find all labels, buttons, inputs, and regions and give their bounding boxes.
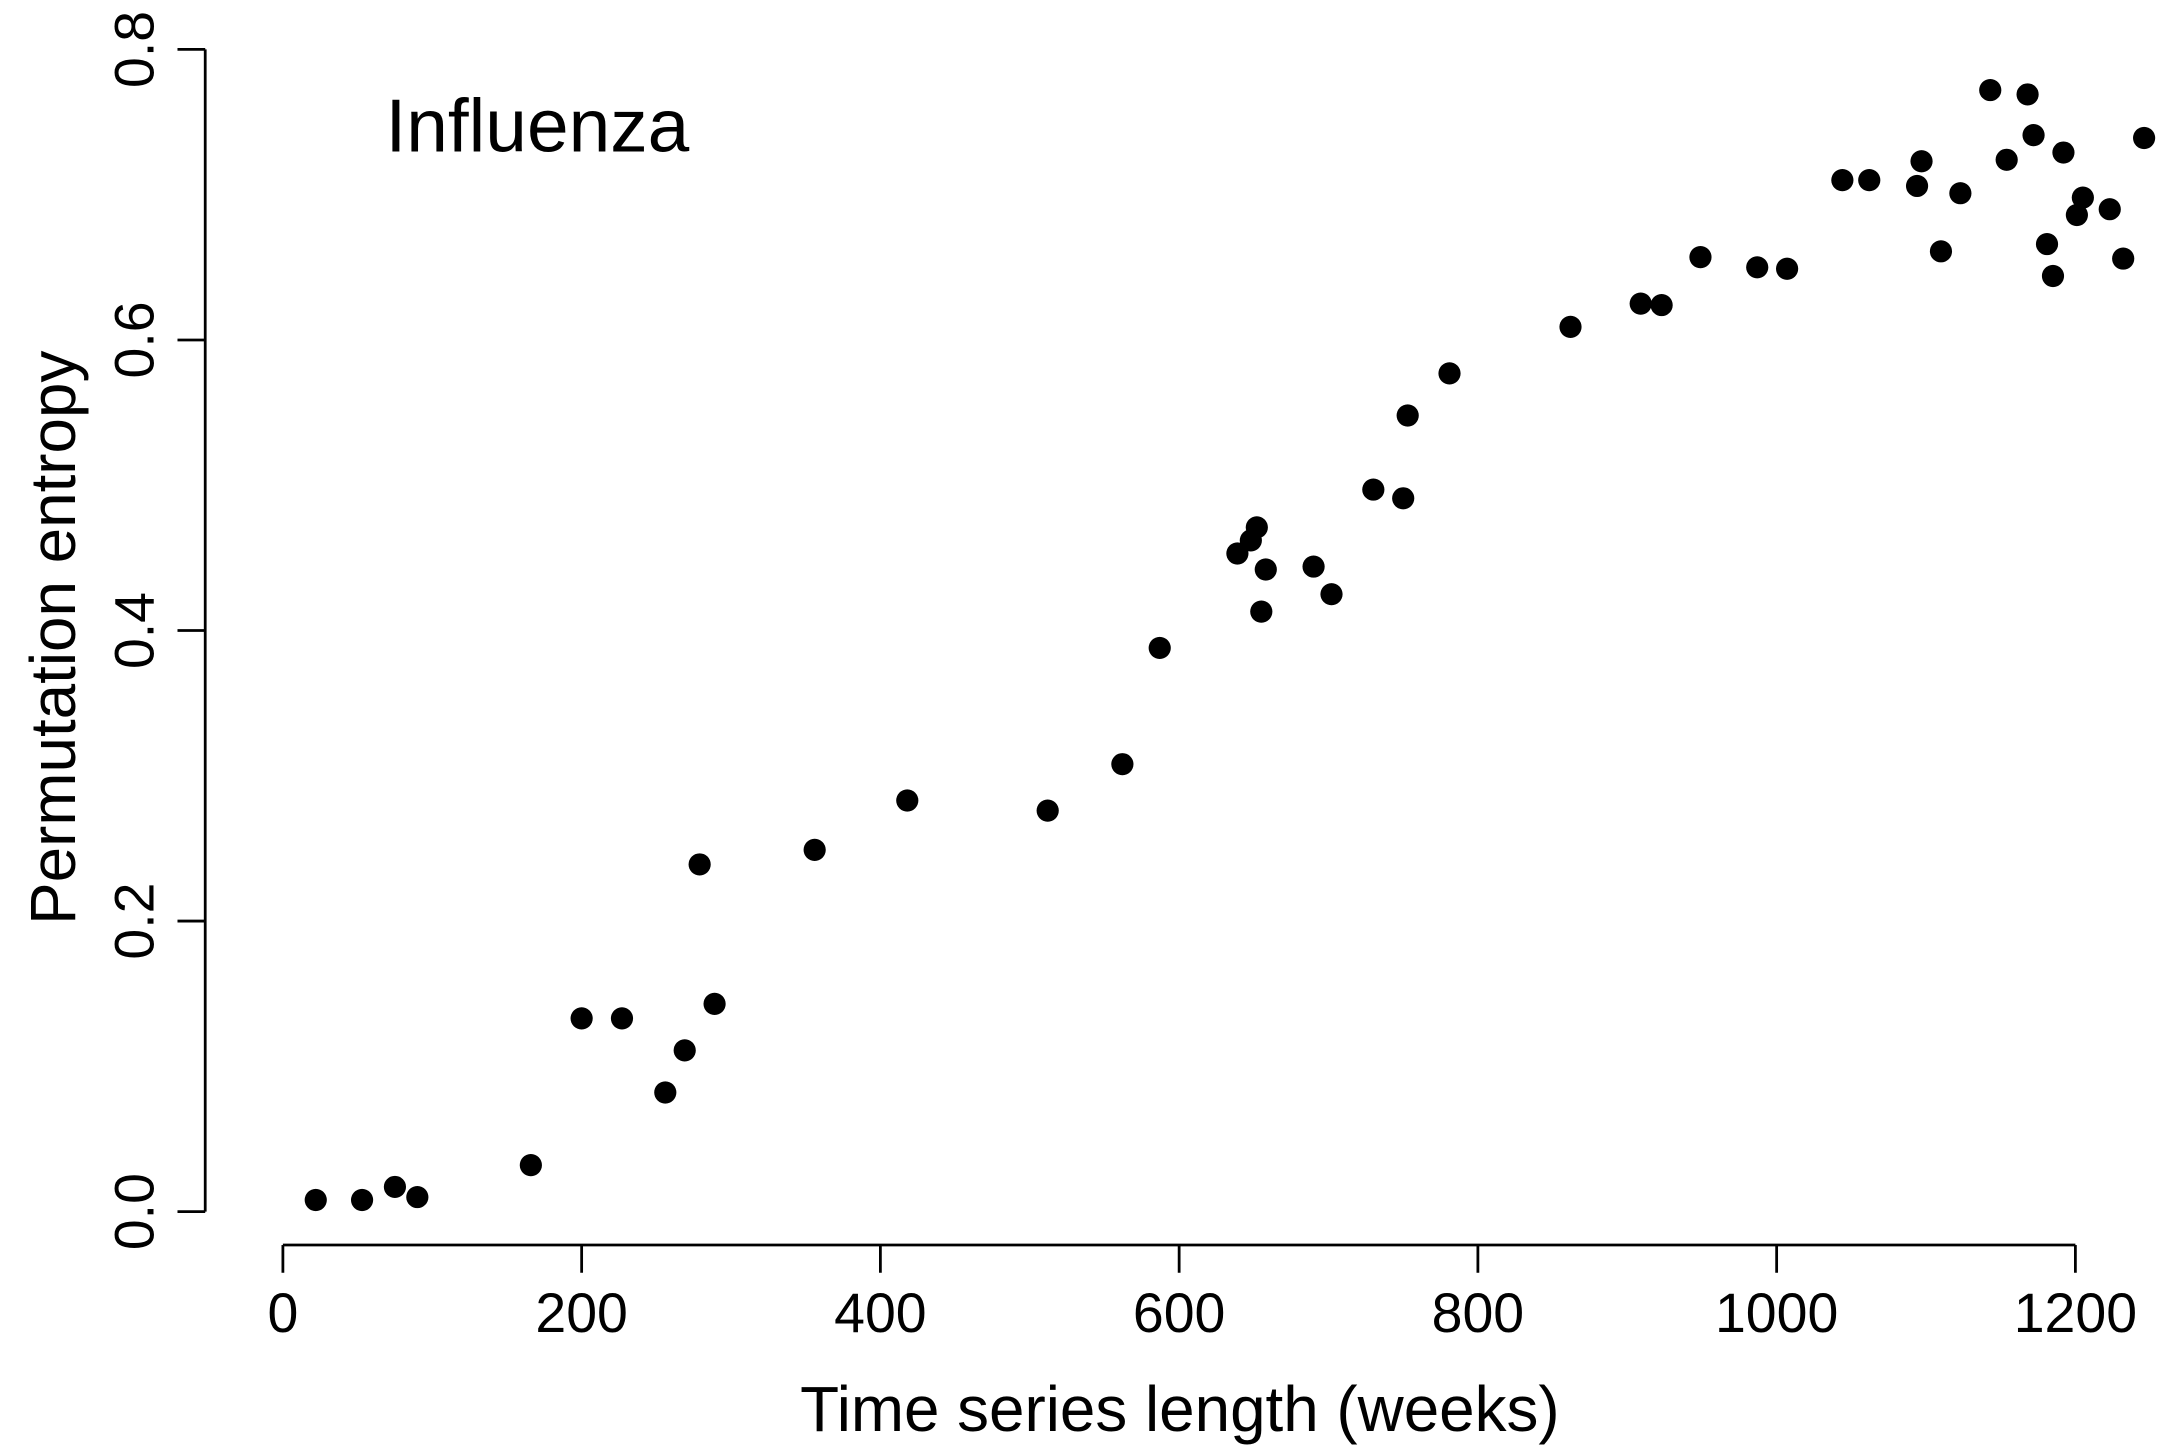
point	[1396, 404, 1419, 427]
point	[1629, 292, 1652, 315]
x-tick-label: 600	[1133, 1282, 1226, 1344]
point	[1362, 478, 1385, 501]
point	[2133, 126, 2156, 150]
point	[1302, 555, 1325, 578]
point	[2041, 264, 2065, 288]
point	[1831, 169, 1854, 192]
point	[2016, 83, 2039, 106]
point	[1320, 583, 1343, 606]
point	[673, 1039, 696, 1062]
point	[1650, 293, 1673, 317]
x-tick-label: 200	[535, 1282, 628, 1344]
point	[654, 1081, 677, 1104]
point	[1254, 558, 1277, 581]
point	[519, 1154, 542, 1177]
point	[1995, 148, 2018, 171]
x-tick-label: 1200	[2014, 1282, 2137, 1344]
point	[350, 1188, 374, 1212]
y-tick-label: 0.6	[103, 301, 165, 378]
point	[1776, 257, 1799, 280]
point	[1949, 182, 1972, 205]
point	[304, 1188, 327, 1212]
point	[688, 853, 711, 876]
y-tick-label: 0.4	[103, 592, 165, 669]
point	[1979, 78, 2002, 102]
annotation: Influenza	[385, 83, 689, 167]
x-axis-label: Time series length (weeks)	[800, 1373, 1560, 1445]
point	[1036, 799, 1059, 822]
point	[1910, 150, 1933, 173]
point	[2112, 247, 2135, 270]
y-tick-label: 0.8	[103, 11, 165, 88]
point	[383, 1175, 407, 1199]
x-tick-label: 0	[267, 1282, 298, 1344]
point	[2035, 232, 2059, 256]
point	[1148, 636, 1171, 660]
point	[1929, 240, 1953, 263]
y-tick-label: 0.2	[103, 883, 165, 960]
point	[2065, 203, 2088, 227]
point	[2098, 198, 2121, 221]
point	[1438, 362, 1461, 385]
point	[1858, 169, 1881, 192]
y-tick-label: 0.0	[103, 1173, 165, 1250]
point	[803, 838, 826, 861]
point	[610, 1007, 634, 1030]
point	[1905, 174, 1929, 198]
point	[1689, 246, 1712, 269]
x-tick-label: 800	[1432, 1282, 1525, 1344]
point	[2022, 124, 2045, 147]
point	[1250, 600, 1273, 623]
point	[1746, 256, 1769, 279]
point	[1245, 516, 1268, 539]
point	[896, 789, 919, 812]
x-tick-label: 1000	[1715, 1282, 1838, 1344]
point	[703, 992, 726, 1015]
point	[1392, 487, 1415, 510]
point	[1559, 315, 1582, 338]
point	[1111, 753, 1134, 776]
point	[570, 1007, 593, 1030]
point	[2052, 141, 2075, 164]
point	[2071, 186, 2094, 209]
point	[406, 1185, 429, 1209]
x-tick-label: 400	[834, 1282, 927, 1344]
y-axis-label: Permutation entropy	[17, 351, 89, 925]
